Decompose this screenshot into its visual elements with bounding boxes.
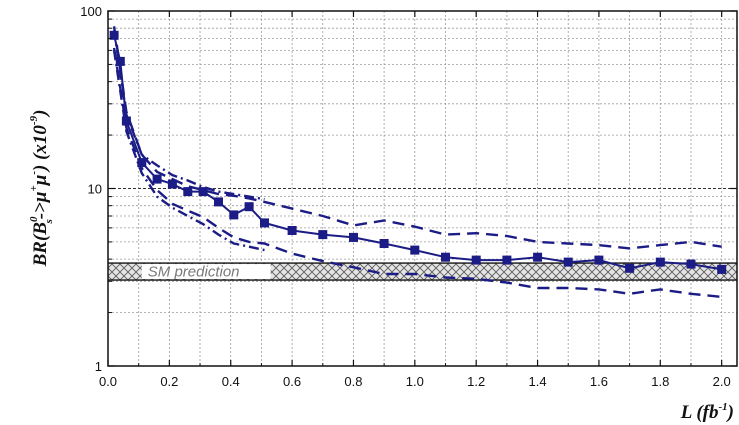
data-point-marker <box>594 255 604 265</box>
x-tick-label: 1.2 <box>467 374 485 389</box>
series-line-5 <box>112 50 265 252</box>
y-title-close: ) <box>30 110 51 118</box>
data-point-marker <box>410 245 420 255</box>
x-axis-title-close: ) <box>726 402 734 423</box>
y-tick-label: 10 <box>88 182 102 197</box>
data-point-marker <box>152 174 162 184</box>
y-title-sup-minus: - <box>28 171 40 175</box>
data-point-marker <box>655 257 665 267</box>
data-point-marker <box>198 187 208 197</box>
y-title-suffix: ) (x10 <box>30 125 51 173</box>
x-tick-label: 0.2 <box>160 374 178 389</box>
data-point-marker <box>686 259 696 269</box>
data-point-marker <box>379 239 389 248</box>
data-point-marker <box>471 255 481 265</box>
y-tick-label: 1 <box>95 359 102 374</box>
data-point-marker <box>502 255 512 265</box>
y-title-sup-exp: -9 <box>28 115 40 125</box>
x-tick-label: 1.8 <box>651 374 669 389</box>
band-label-box <box>141 264 271 280</box>
data-point-marker <box>349 232 358 242</box>
data-point-marker <box>287 226 297 235</box>
series-line-3 <box>112 47 722 299</box>
data-point-marker <box>318 230 328 240</box>
y-tick-label: 100 <box>80 4 102 19</box>
data-point-marker <box>441 252 450 262</box>
data-point-marker <box>260 218 269 228</box>
x-tick-label: 0.4 <box>222 374 240 389</box>
data-point-marker <box>115 56 125 66</box>
y-title-sup0: 0 <box>28 216 40 222</box>
data-point-marker <box>167 179 177 189</box>
data-point-marker <box>214 197 223 207</box>
x-tick-label: 0.0 <box>99 374 117 389</box>
x-axis-title: L (fb-1) <box>680 401 734 423</box>
sm-prediction-band <box>108 262 737 281</box>
x-axis-title-main: L (fb <box>680 402 719 423</box>
data-point-marker <box>244 202 254 212</box>
data-point-marker <box>533 252 543 262</box>
data-point-marker <box>563 257 573 267</box>
y-axis-title: BR(B0 s->μ+μ-) (x10-9) <box>28 110 55 268</box>
data-point-marker <box>229 210 239 220</box>
x-axis-title-sup: -1 <box>719 401 728 413</box>
y-title-prefix: BR(B <box>30 222 51 267</box>
x-tick-label: 0.8 <box>344 374 362 389</box>
series-line-4 <box>112 30 265 201</box>
x-tick-label: 1.0 <box>406 374 424 389</box>
data-point-marker <box>121 116 131 126</box>
data-point-marker <box>137 158 147 168</box>
x-tick-label: 2.0 <box>713 374 731 389</box>
series-layer <box>109 26 727 299</box>
series-line-2 <box>112 26 722 250</box>
data-point-marker <box>625 263 635 273</box>
y-title-sub-s: s <box>43 219 55 224</box>
x-tick-label: 0.6 <box>283 374 301 389</box>
y-title-mu2: μ <box>30 175 51 187</box>
y-title-sup-plus: + <box>28 185 40 191</box>
series-line-1 <box>113 35 722 271</box>
x-tick-label: 1.4 <box>529 374 547 389</box>
y-title-middle: ->μ <box>30 192 51 220</box>
axis-ticks: 0.0 0.2 0.4 0.6 0.8 1.0 1.2 1.4 1.6 1.8 2.0 1 10 100 <box>80 4 737 389</box>
x-tick-label: 1.6 <box>590 374 608 389</box>
band-label: SM prediction <box>148 264 240 281</box>
grid-lines <box>108 11 737 366</box>
data-point-marker <box>717 264 727 274</box>
data-point-marker <box>183 187 193 197</box>
